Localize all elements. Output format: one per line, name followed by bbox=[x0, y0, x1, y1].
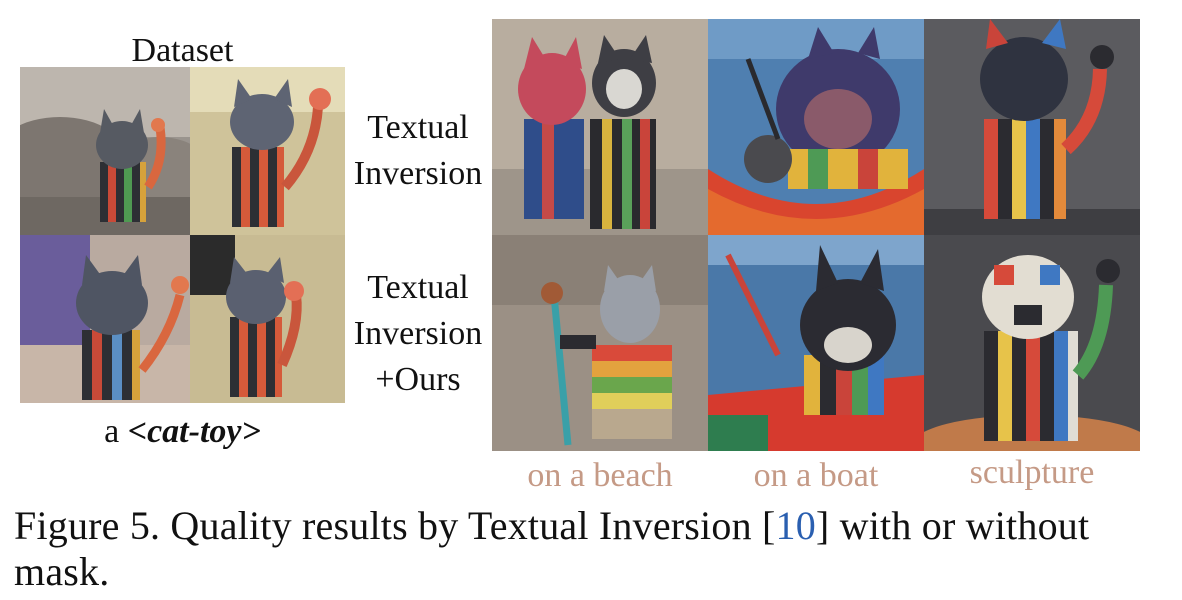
result-ours-sculpture bbox=[924, 235, 1140, 451]
result-ti-beach bbox=[492, 19, 708, 235]
row-label-textual-inversion: Textual Inversion bbox=[338, 105, 498, 197]
result-ours-boat bbox=[708, 235, 924, 451]
dataset-caption: a <cat-toy> bbox=[20, 412, 345, 452]
result-ti-boat bbox=[708, 19, 924, 235]
figure-caption: Figure 5. Quality results by Textual Inv… bbox=[14, 503, 1174, 595]
row-label-line: Inversion bbox=[353, 155, 483, 192]
column-label-sculpture: sculpture bbox=[969, 454, 1095, 491]
dataset-title: Dataset bbox=[131, 32, 234, 69]
result-ours-beach bbox=[492, 235, 708, 451]
dataset-image-3 bbox=[20, 235, 190, 403]
row-label-textual-inversion-ours: Textual Inversion +Ours bbox=[338, 265, 498, 403]
dataset-caption-token: <cat-toy> bbox=[127, 413, 261, 450]
dataset-image-2 bbox=[190, 67, 345, 235]
column-label-boat: on a boat bbox=[753, 457, 879, 494]
result-ti-sculpture bbox=[924, 19, 1140, 235]
dataset-caption-prefix: a bbox=[104, 413, 128, 450]
caption-prefix: Figure 5. Quality results by Textual Inv… bbox=[14, 503, 776, 548]
row-label-line: Inversion bbox=[353, 315, 483, 352]
caption-suffix: ] with or without mask. bbox=[14, 503, 1090, 594]
row-label-line: +Ours bbox=[375, 361, 461, 398]
citation-link[interactable]: 10 bbox=[775, 503, 816, 548]
dataset-image-4 bbox=[190, 235, 345, 403]
dataset-image-1 bbox=[20, 67, 190, 235]
column-label-beach: on a beach bbox=[527, 457, 673, 494]
row-label-line: Textual bbox=[367, 109, 469, 146]
row-label-line: Textual bbox=[367, 269, 469, 306]
